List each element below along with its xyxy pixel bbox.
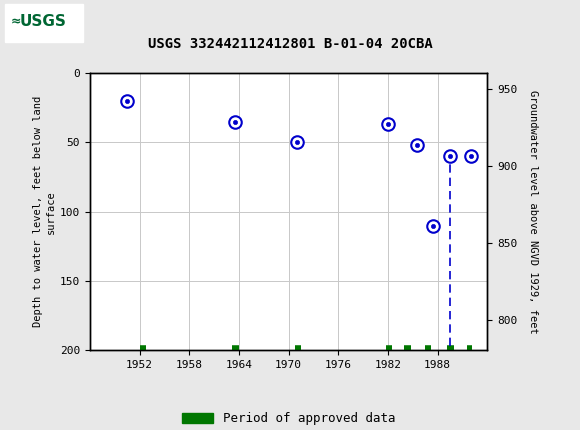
Text: USGS: USGS <box>20 14 67 29</box>
Legend: Period of approved data: Period of approved data <box>177 407 400 430</box>
Text: USGS 332442112412801 B-01-04 20CBA: USGS 332442112412801 B-01-04 20CBA <box>148 37 432 51</box>
Y-axis label: Depth to water level, feet below land
surface: Depth to water level, feet below land su… <box>32 96 56 327</box>
Y-axis label: Groundwater level above NGVD 1929, feet: Groundwater level above NGVD 1929, feet <box>528 90 538 334</box>
Text: ≈: ≈ <box>10 15 21 28</box>
FancyBboxPatch shape <box>5 3 83 42</box>
